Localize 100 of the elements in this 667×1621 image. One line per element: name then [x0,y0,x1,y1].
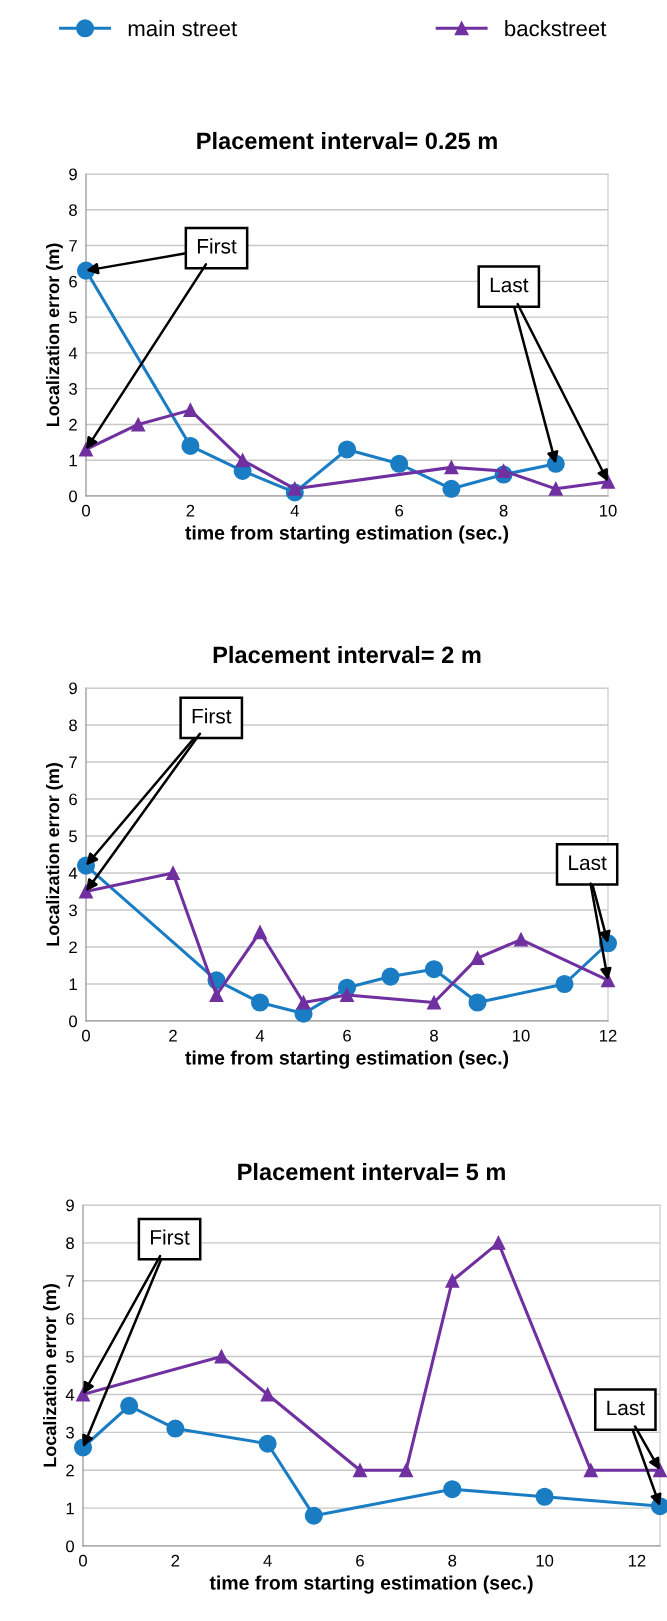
point [444,460,459,475]
x-tick-label: 10 [600,504,617,517]
point [131,417,146,432]
point [653,1463,667,1478]
y-tick-label: 3 [66,1426,74,1439]
annotation: Last [490,277,529,293]
x-tick-label: 6 [395,504,404,517]
point [445,1273,460,1288]
y-tick-label: 2 [69,941,77,954]
annotation: First [192,708,232,724]
y-axis-title: Localization error (m) [46,763,63,946]
point [427,995,441,1010]
y-tick-label: 7 [69,240,77,252]
point [340,988,354,1003]
point [470,951,485,966]
y-tick-label: 0 [66,1540,75,1553]
point [583,1463,598,1478]
point [250,993,270,1012]
point [535,1487,554,1506]
legend-label: backstreet [505,20,607,37]
x-tick-label: 10 [513,1029,530,1042]
point [181,436,200,455]
point [390,454,409,473]
x-tick-label: 12 [628,1554,646,1567]
x-tick-label: 6 [343,1029,351,1042]
x-axis-title: time from starting estimation (sec.) [185,525,509,544]
point [296,995,311,1010]
point [468,993,487,1012]
y-tick-label: 8 [69,719,77,732]
y-tick-label: 9 [66,1199,74,1212]
y-tick-label: 6 [69,275,77,288]
y-tick-label: 6 [69,793,77,806]
y-tick-label: 9 [69,168,77,181]
y-tick-label: 2 [69,418,77,431]
point [399,1463,414,1478]
y-tick-label: 5 [69,830,77,843]
annotation: Last [569,855,607,871]
x-tick-label: 0 [79,1554,87,1567]
y-tick-label: 9 [69,682,77,695]
point [548,481,563,496]
x-axis-title: time from starting estimation (sec.) [209,1575,533,1594]
x-axis-title: time from starting estimation (sec.) [185,1050,509,1069]
chart-title: Placement interval= 2 m [213,645,481,664]
point [253,925,267,940]
y-tick-label: 3 [69,904,77,917]
y-tick-label: 1 [69,454,77,467]
x-tick-label: 8 [430,1029,438,1042]
x-tick-label: 2 [169,1029,177,1042]
y-tick-label: 4 [65,1389,75,1401]
x-tick-label: 4 [290,504,299,517]
x-tick-label: 10 [536,1554,554,1567]
point [555,974,574,994]
point [214,1349,229,1364]
point [424,960,444,979]
annotation: First [197,238,237,254]
point [601,474,615,489]
y-tick-label: 3 [69,383,77,395]
point [287,481,302,496]
point [304,1506,323,1525]
point [491,1235,506,1250]
y-tick-label: 2 [66,1464,74,1477]
x-tick-label: 0 [82,1029,90,1042]
x-tick-label: 2 [171,1554,180,1567]
y-tick-label: 1 [69,978,77,991]
point [166,866,180,880]
legend-label: main street [128,20,238,37]
point [442,479,461,498]
point [258,1434,277,1453]
x-tick-label: 8 [448,1554,457,1567]
y-tick-label: 7 [69,756,77,769]
point [260,1387,275,1402]
y-tick-label: 6 [66,1313,74,1325]
point [514,932,528,947]
point [209,988,224,1003]
x-tick-label: 8 [499,504,508,517]
annotation: First [151,1229,190,1245]
point [353,1463,367,1478]
x-tick-label: 12 [600,1029,617,1042]
y-tick-label: 5 [69,311,77,324]
point [496,464,511,478]
point [166,1419,185,1438]
y-tick-label: 8 [66,1237,74,1250]
point [120,1396,139,1415]
x-tick-label: 6 [356,1554,364,1567]
point [235,453,250,468]
y-tick-label: 1 [66,1502,74,1515]
point [183,403,198,418]
chart-title: Placement interval= 5 m [238,1162,505,1181]
y-tick-label: 8 [69,204,77,216]
y-axis-title: Localization error (m) [43,1284,60,1467]
y-tick-label: 4 [68,347,78,359]
annotation: Last [607,1400,645,1416]
y-tick-label: 4 [68,867,78,880]
point [381,967,400,986]
y-tick-label: 0 [69,490,78,503]
point [337,440,357,459]
y-tick-label: 7 [66,1275,74,1287]
point [443,1480,462,1499]
y-axis-title: Localization error (m) [46,243,63,427]
chart-title: Placement interval= 0.25 m [197,131,497,150]
